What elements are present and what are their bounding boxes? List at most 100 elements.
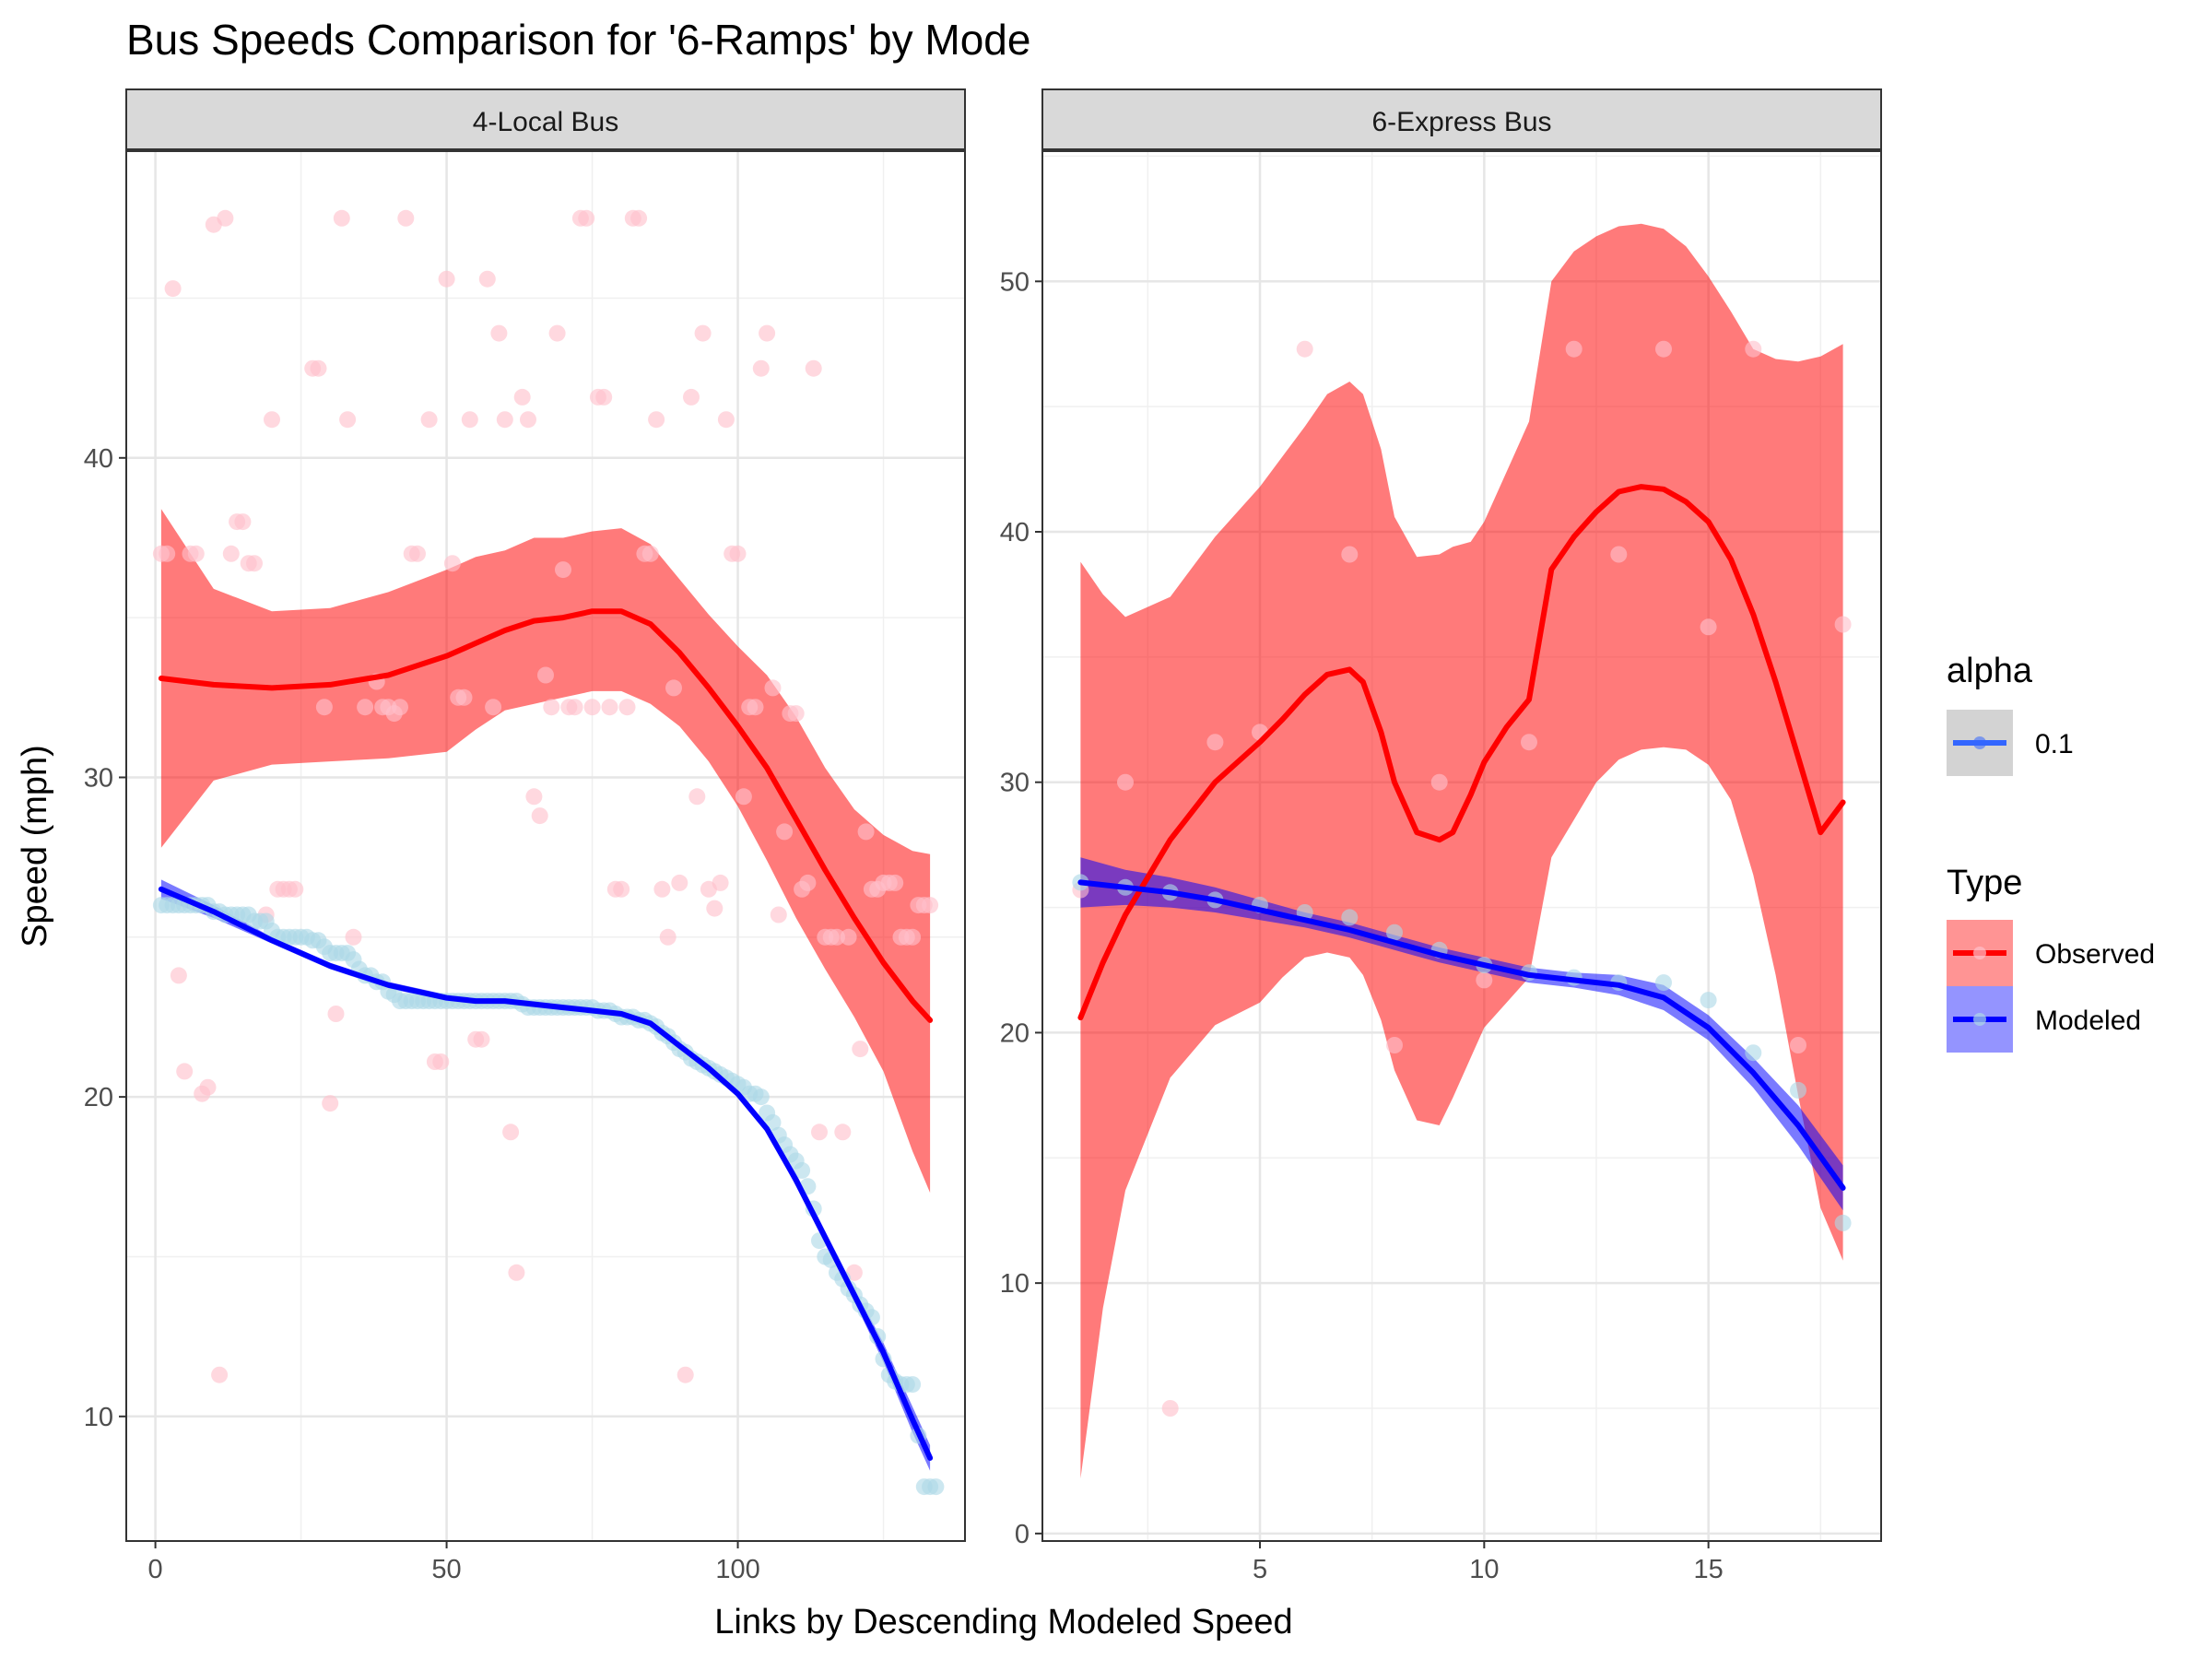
legend-title-type: Type (1947, 864, 2022, 902)
observed-point (555, 561, 571, 579)
modeled-point (1655, 974, 1672, 992)
modeled-point (904, 1376, 922, 1394)
observed-point (525, 788, 543, 806)
y-tick-label: 40 (1000, 518, 1030, 547)
observed-point (776, 823, 794, 841)
observed-point (671, 874, 688, 891)
observed-point (310, 359, 327, 377)
observed-point (217, 209, 234, 227)
modeled-point (794, 1161, 811, 1179)
observed-point (759, 324, 776, 342)
observed-point (770, 906, 787, 924)
observed-point (211, 1366, 229, 1383)
observed-point (164, 280, 182, 298)
observed-point (1296, 340, 1313, 358)
x-axis-title: Links by Descending Modeled Speed (714, 1603, 1292, 1641)
observed-point (543, 699, 560, 716)
panel-border-express-bus (1041, 150, 1882, 1542)
panel-local-bus: 4-Local Bus 0 50 100 10 20 30 40 (84, 88, 966, 1584)
legend-key-alpha-point (1973, 736, 1986, 749)
panel-border-local-bus (125, 150, 966, 1542)
observed-point (496, 411, 513, 429)
legend-key-observed-point (1973, 947, 1986, 959)
observed-point (717, 411, 735, 429)
observed-point (904, 928, 922, 946)
modeled-line-local-bus (158, 886, 934, 1461)
observed-point (420, 411, 438, 429)
observed-point (811, 1124, 828, 1141)
observed-point (443, 555, 461, 572)
observed-point (887, 874, 904, 891)
observed-point (706, 900, 724, 917)
y-tick-label: 10 (1000, 1269, 1030, 1299)
observed-point (618, 699, 636, 716)
observed-point (520, 411, 536, 429)
observed-point (455, 688, 473, 706)
x-tick-label: 100 (715, 1555, 759, 1584)
observed-point (729, 545, 747, 562)
observed-point (1655, 340, 1672, 358)
modeled-line-express-bus (1077, 879, 1846, 1191)
observed-point (485, 699, 502, 716)
legend-label-observed: Observed (2035, 939, 2155, 970)
observed-point (1745, 340, 1762, 358)
observed-point (857, 823, 875, 841)
observed-point (222, 545, 240, 562)
y-tick-label: 20 (1000, 1018, 1030, 1048)
observed-point (234, 513, 252, 531)
observed-point (176, 1063, 194, 1080)
observed-point (322, 1095, 339, 1112)
observed-point (508, 1264, 525, 1281)
lines-express-bus (1077, 484, 1846, 1191)
y-tick-label: 30 (84, 763, 113, 793)
observed-point (502, 1124, 520, 1141)
observed-point (333, 209, 350, 227)
modeled-point (1700, 992, 1717, 1009)
observed-point (566, 699, 583, 716)
y-tick-label: 30 (1000, 769, 1030, 798)
chart-title: Bus Speeds Comparison for '6-Ramps' by M… (126, 16, 1030, 64)
observed-point (187, 545, 205, 562)
observed-point (397, 209, 415, 227)
observed-point (583, 699, 601, 716)
observed-point (764, 679, 782, 697)
x-tick-label: 15 (1694, 1555, 1724, 1584)
observed-point (1206, 734, 1224, 751)
observed-point (409, 545, 426, 562)
observed-point (787, 705, 805, 723)
observed-point (1161, 1400, 1179, 1417)
observed-point (799, 874, 817, 891)
observed-point (327, 1006, 345, 1022)
observed-point (688, 788, 706, 806)
x-tick-label: 0 (148, 1555, 163, 1584)
observed-point (659, 928, 677, 946)
observed-point (432, 1053, 450, 1070)
observed-point (537, 666, 554, 684)
observed-point (170, 967, 187, 984)
observed-point (548, 324, 566, 342)
modeled-point (1386, 924, 1403, 941)
observed-point (840, 928, 857, 946)
legend: alpha 0.1 Type Observed Modeled (1947, 652, 2155, 1053)
observed-point (683, 388, 700, 406)
observed-point (1610, 546, 1628, 563)
observed-point (648, 411, 665, 429)
observed-point (595, 388, 613, 406)
observed-point (339, 411, 357, 429)
observed-point (473, 1030, 490, 1048)
observed-point (159, 545, 176, 562)
modeled-point (1834, 1214, 1852, 1231)
y-tick-label: 40 (84, 444, 113, 474)
panel-express-bus: 6-Express Bus 5 10 15 0 10 20 30 40 50 (1000, 88, 1882, 1584)
legend-title-alpha: alpha (1947, 652, 2033, 690)
y-tick-label: 0 (1015, 1520, 1030, 1549)
observed-point (1386, 1037, 1403, 1053)
observed-point (630, 209, 648, 227)
observed-point (264, 411, 280, 429)
observed-point (578, 209, 595, 227)
observed-point (1565, 340, 1583, 358)
observed-point (601, 699, 618, 716)
x-tick-label: 50 (431, 1555, 461, 1584)
strip-express-bus (1041, 88, 1882, 150)
